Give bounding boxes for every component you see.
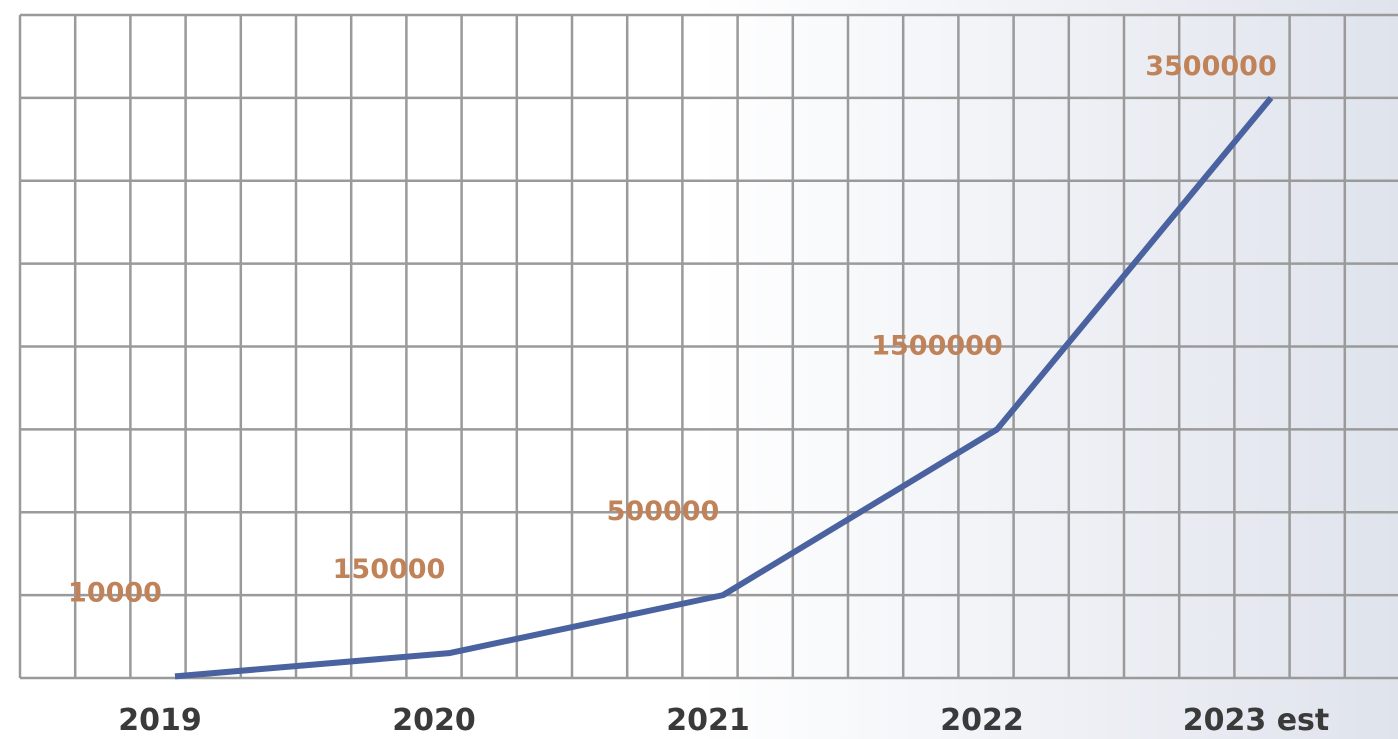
data-label: 1500000	[871, 330, 1003, 361]
x-tick-label: 2019	[118, 703, 202, 738]
x-tick-label: 2023 est	[1183, 703, 1329, 738]
data-line	[174, 95, 1274, 680]
data-label: 150000	[333, 554, 446, 585]
x-tick-label: 2021	[666, 703, 750, 738]
data-label: 3500000	[1145, 51, 1277, 82]
data-label: 10000	[68, 577, 162, 608]
x-tick-label: 2022	[940, 703, 1024, 738]
x-tick-label: 2020	[392, 703, 476, 738]
data-label: 500000	[607, 496, 720, 527]
grid	[18, 13, 1398, 680]
